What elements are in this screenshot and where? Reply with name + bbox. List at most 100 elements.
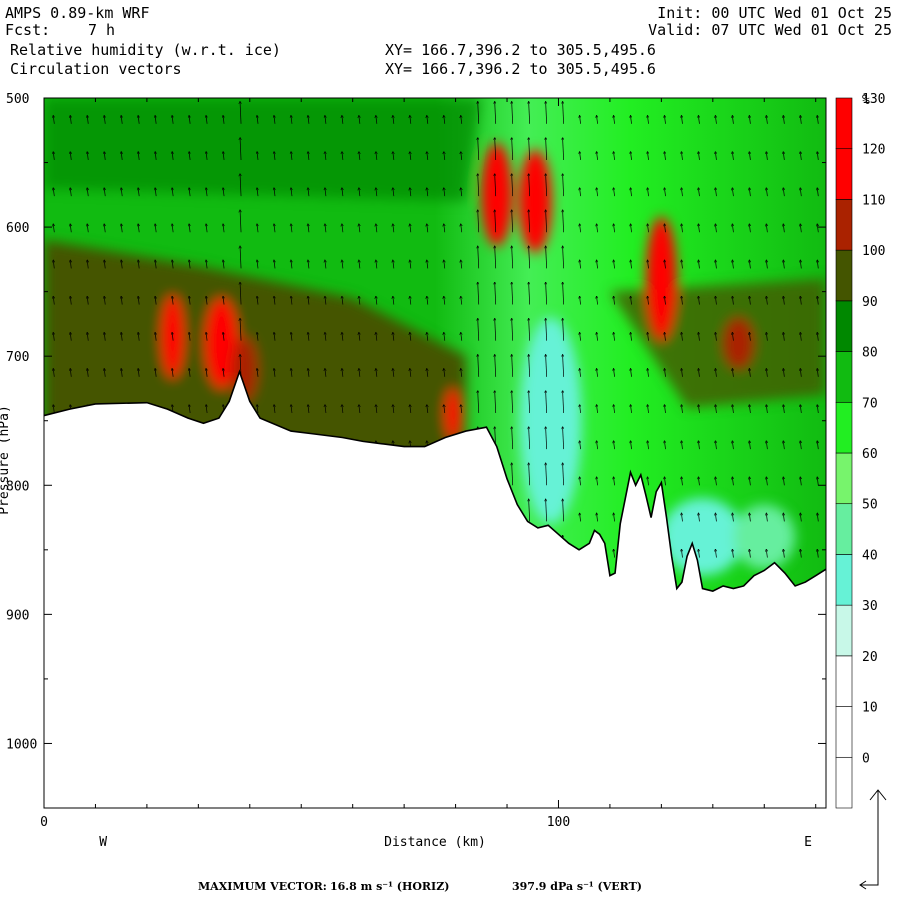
circulation-vector [274,116,275,124]
circulation-vector [512,283,513,305]
circulation-vector [189,188,190,197]
circulation-vector [664,297,665,305]
circulation-vector [121,152,122,161]
circulation-vector [495,210,496,233]
circulation-vector [648,224,649,233]
circulation-vector [614,550,615,558]
circulation-vector [512,138,513,160]
circulation-vector [393,116,394,124]
colorbar-segment [835,97,853,150]
circulation-vector [87,224,88,233]
circulation-vector [155,260,156,269]
circulation-vector [495,283,496,305]
circulation-vector [376,297,377,305]
circulation-vector [817,116,818,124]
circulation-vector [291,369,292,377]
circulation-vector [444,297,445,305]
circulation-vector [495,246,496,269]
circulation-vector [53,405,54,414]
circulation-vector [444,116,445,124]
circulation-vector [732,333,733,341]
circulation-vector [189,260,190,269]
rh-feature [661,498,744,576]
circulation-vector [257,152,258,161]
circulation-vector [495,391,496,413]
terrain-fill [44,371,826,808]
circulation-vector [512,391,513,413]
circulation-vector [631,333,632,341]
circulation-vector [817,260,818,269]
circulation-vector [563,138,564,160]
circulation-vector [121,333,122,341]
circulation-vector [614,441,615,450]
circulation-vector [87,188,88,197]
circulation-vector [817,297,818,305]
circulation-vector [614,477,615,486]
circulation-vector [563,319,564,341]
circulation-vector [715,513,716,522]
circulation-vector [376,333,377,341]
circulation-vector [766,333,767,341]
circulation-vector [138,188,139,197]
circulation-vector [800,477,801,486]
circulation-vector [546,355,547,377]
circulation-vector [104,188,105,197]
circulation-vector [648,369,649,377]
circulation-vector [342,297,343,305]
circulation-vector [732,116,733,124]
circulation-vector [732,441,733,450]
circulation-vector [563,355,564,377]
axes: 500 600 700 800 900 1000 0 100 Distance (km) W E Pr… [0,92,827,850]
circulation-vector [512,427,513,450]
circulation-vector [427,297,428,305]
circulation-vector [783,405,784,414]
colorbar-label: 80 [862,346,878,361]
circulation-vector [664,477,665,486]
circulation-vector [648,116,649,124]
circulation-vector [817,188,818,197]
circulation-vector [410,260,411,269]
circulation-vector [223,297,224,305]
circulation-vector [53,224,54,233]
circulation-vector [715,477,716,486]
circulation-vector [53,152,54,161]
rh-feature [481,143,513,247]
terrain-mask [43,369,827,808]
circulation-vector [614,260,615,269]
colorbar-label: 20 [862,650,878,665]
colorbar-segment [835,300,853,352]
circulation-vector [529,355,530,377]
colorbar-label: 120 [862,143,885,158]
circulation-vector [53,260,54,269]
circulation-vector [359,333,360,341]
colorbar-segment [835,452,853,505]
circulation-vector [240,138,241,160]
circulation-vector [783,260,784,269]
colorbar-label: 0 [862,751,870,766]
circulation-vector [631,224,632,233]
y-tick-label: 1000 [6,737,37,752]
circulation-vector [732,405,733,414]
circulation-vector [291,188,292,197]
circulation-vector [121,116,122,124]
circulation-vector [715,224,716,233]
circulation-vector [614,224,615,233]
direction-label-west: W [99,835,107,850]
circulation-vector [546,427,547,450]
circulation-vector [681,333,682,341]
circulation-vector [631,369,632,377]
colorbar-segment [835,199,853,251]
y-tick-label: 500 [6,92,29,107]
circulation-vector [478,174,479,197]
colorbar-label: 10 [862,701,878,716]
colorbar-segment [835,249,853,302]
circulation-vector [410,224,411,233]
circulation-vector [715,188,716,197]
circulation-vector [206,369,207,377]
circulation-vector [291,333,292,341]
colorbar-segment [835,351,853,403]
circulation-vector [427,260,428,269]
circulation-vector [766,260,767,269]
circulation-vector [631,297,632,305]
circulation-vector [53,369,54,377]
